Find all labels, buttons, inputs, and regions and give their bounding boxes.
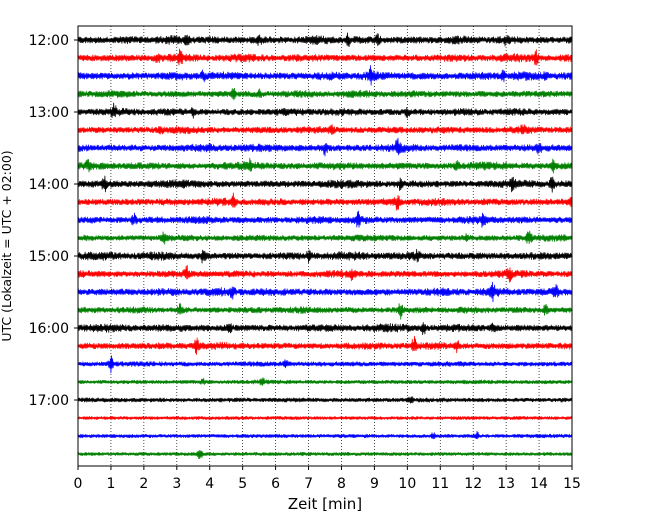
seismogram-trace (77, 264, 573, 283)
seismogram-trace (77, 322, 573, 335)
seismogram-trace (77, 230, 573, 245)
y-tick-label: 15:00 (29, 249, 69, 265)
x-tick-label: 4 (205, 476, 214, 492)
x-tick-label: 6 (271, 476, 280, 492)
seismogram-trace (77, 210, 573, 228)
seismogram-trace (77, 415, 573, 421)
seismogram-trace (77, 450, 573, 460)
seismogram-trace (77, 281, 573, 303)
seismogram-trace (77, 355, 573, 374)
seismogram-trace (77, 396, 573, 404)
x-tick-label: 13 (497, 476, 515, 492)
seismogram-trace (77, 32, 573, 48)
seismogram-trace (77, 303, 573, 320)
seismogram-trace (77, 430, 573, 440)
seismogram-trace (77, 248, 573, 264)
seismogram-trace (77, 157, 573, 174)
x-tick-label: 12 (464, 476, 482, 492)
plot-frame (77, 25, 573, 467)
y-tick-label: 17:00 (29, 393, 69, 409)
seismogram-trace (77, 65, 573, 86)
y-axis: 12:00 13:00 14:00 15:00 16:00 17:00 (29, 33, 78, 409)
y-axis-title: UTC (Lokalzeit = UTC + 02:00) (0, 150, 14, 341)
y-tick-label: 13:00 (29, 105, 69, 121)
y-tick-label: 12:00 (29, 33, 69, 49)
vertical-grid (110, 26, 540, 466)
seismogram-trace (77, 175, 573, 193)
x-tick-label: 10 (398, 476, 416, 492)
x-tick-label: 2 (139, 476, 148, 492)
y-tick-label: 14:00 (29, 177, 69, 193)
x-tick-label: 3 (172, 476, 181, 492)
x-tick-label: 5 (238, 476, 247, 492)
x-tick-label: 11 (431, 476, 449, 492)
seismogram-trace (77, 87, 573, 101)
y-tick-label: 16:00 (29, 321, 69, 337)
x-axis-title: Zeit [min] (288, 495, 362, 513)
x-tick-label: 1 (106, 476, 115, 492)
x-tick-label: 9 (370, 476, 379, 492)
seismogram-trace (77, 377, 573, 386)
seismogram-trace (77, 102, 573, 119)
x-axis: 0 1 2 3 4 5 6 7 8 9 10 11 12 13 14 15 (74, 466, 581, 492)
x-tick-label: 7 (304, 476, 313, 492)
seismogram-trace (77, 192, 573, 211)
seismogram-traces (77, 32, 573, 460)
seismogram-trace (77, 335, 573, 355)
seismogram-trace (77, 48, 573, 66)
x-tick-label: 8 (337, 476, 346, 492)
x-tick-label: 0 (74, 476, 83, 492)
x-tick-label: 15 (563, 476, 581, 492)
seismogram-trace (77, 124, 573, 135)
seismogram-trace (77, 137, 573, 157)
x-tick-label: 14 (530, 476, 548, 492)
